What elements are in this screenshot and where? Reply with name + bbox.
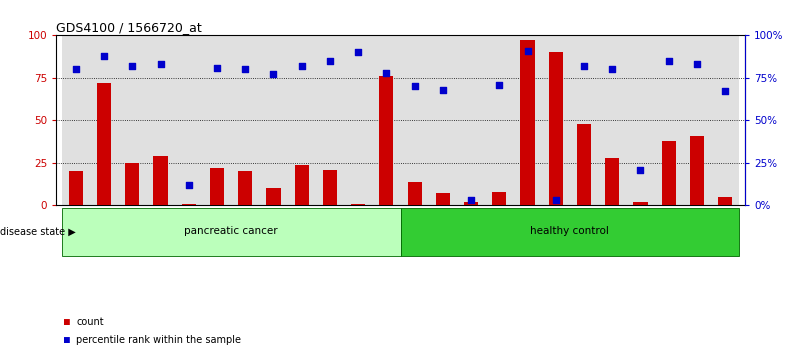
Text: disease state ▶: disease state ▶ (0, 227, 76, 237)
Bar (464, 202, 478, 205)
Bar (682, 35, 711, 205)
Point (718, 88, 731, 94)
Bar (175, 35, 203, 205)
Bar (541, 35, 570, 205)
Text: healthy control: healthy control (530, 226, 610, 236)
Bar (351, 204, 365, 205)
Bar (119, 35, 147, 205)
Bar (400, 35, 429, 205)
Bar (549, 52, 563, 205)
Point (634, 167, 647, 172)
Bar (521, 40, 534, 205)
Point (465, 198, 477, 203)
Bar (436, 193, 450, 205)
Text: percentile rank within the sample: percentile rank within the sample (76, 335, 241, 345)
Bar (288, 35, 316, 205)
Bar (323, 170, 337, 205)
Text: count: count (76, 317, 103, 327)
Bar (295, 165, 308, 205)
Bar (690, 136, 704, 205)
Point (521, 48, 534, 53)
Bar (429, 35, 457, 205)
Bar (69, 171, 83, 205)
Point (578, 63, 590, 69)
Bar (203, 35, 231, 205)
Bar (260, 35, 288, 205)
Bar (513, 35, 541, 205)
FancyBboxPatch shape (62, 208, 400, 256)
Point (324, 58, 336, 64)
Point (437, 87, 449, 93)
Bar (457, 35, 485, 205)
Bar (182, 204, 195, 205)
Point (70, 67, 83, 72)
Point (267, 72, 280, 77)
Bar (577, 124, 591, 205)
Bar (662, 141, 676, 205)
Point (98, 53, 111, 59)
Text: pancreatic cancer: pancreatic cancer (184, 226, 278, 236)
FancyBboxPatch shape (400, 208, 739, 256)
Bar (606, 158, 619, 205)
Bar (344, 35, 372, 205)
Bar (408, 182, 421, 205)
Point (211, 65, 223, 70)
Bar (147, 35, 175, 205)
Bar (570, 35, 598, 205)
Bar (210, 168, 224, 205)
Point (352, 50, 364, 55)
Bar (231, 35, 260, 205)
Point (154, 62, 167, 67)
Text: GDS4100 / 1566720_at: GDS4100 / 1566720_at (56, 21, 202, 34)
Bar (380, 76, 393, 205)
Point (183, 182, 195, 188)
Bar (654, 35, 682, 205)
Point (239, 67, 252, 72)
Point (549, 198, 562, 203)
Bar (316, 35, 344, 205)
Bar (598, 35, 626, 205)
Text: ■: ■ (64, 335, 76, 345)
Bar (267, 188, 280, 205)
Bar (485, 35, 513, 205)
Bar (711, 35, 739, 205)
Bar (62, 35, 90, 205)
Point (126, 63, 139, 69)
Point (493, 82, 505, 87)
Bar (125, 163, 139, 205)
Bar (372, 35, 400, 205)
Point (606, 67, 618, 72)
Bar (718, 197, 732, 205)
Point (409, 84, 421, 89)
Bar (493, 192, 506, 205)
Bar (238, 171, 252, 205)
Bar (634, 202, 647, 205)
Point (690, 62, 703, 67)
Point (662, 58, 675, 64)
Point (380, 70, 392, 76)
Point (296, 63, 308, 69)
Bar (154, 156, 167, 205)
Bar (626, 35, 654, 205)
Text: ■: ■ (64, 317, 76, 327)
Bar (90, 35, 119, 205)
Bar (97, 83, 111, 205)
